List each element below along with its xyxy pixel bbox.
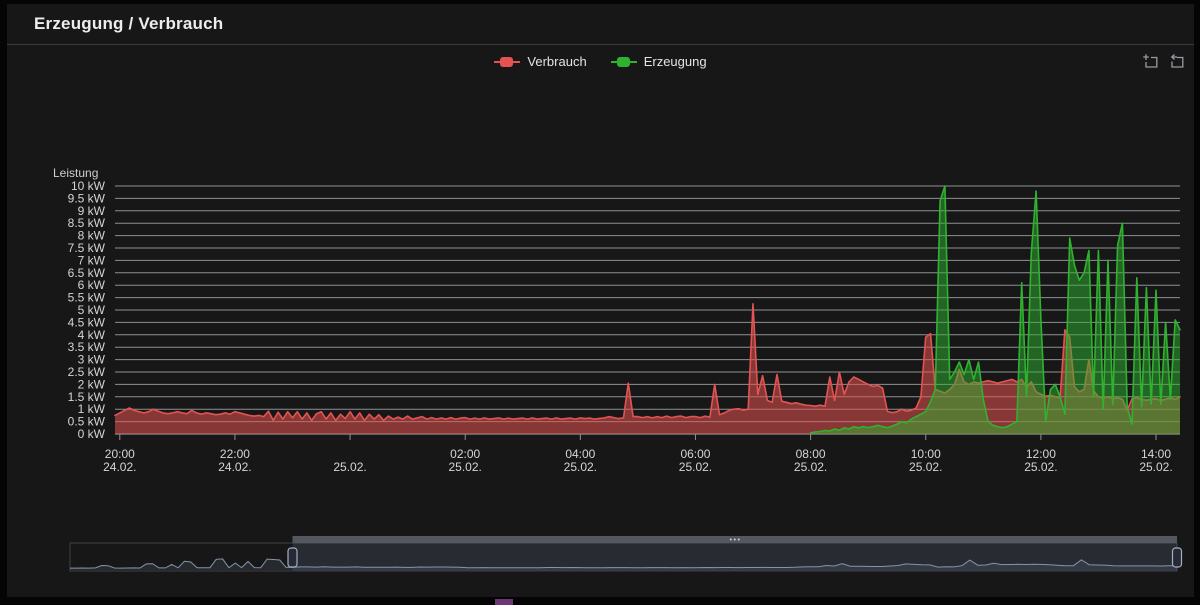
y-tick-label: 3.5 kW [68, 340, 106, 354]
x-tick-date: 25.02. [564, 460, 597, 474]
plot-area[interactable] [115, 186, 1180, 434]
x-tick-time: 10:00 [911, 447, 941, 461]
panel-title: Erzeugung / Verbrauch [34, 14, 224, 33]
y-tick-label: 7.5 kW [68, 241, 106, 255]
y-tick-label: 5 kW [78, 303, 106, 317]
y-tick-label: 7 kW [78, 253, 106, 267]
x-tick-time: 04:00 [565, 447, 595, 461]
navigator-handle-left[interactable] [287, 547, 298, 568]
y-tick-label: 1 kW [78, 402, 106, 416]
series-line-erzeugung [809, 185, 1181, 434]
y-tick-label: 4 kW [78, 328, 106, 342]
y-tick-label: 0 kW [78, 427, 106, 441]
legend-item-verbrauch[interactable]: Verbrauch [494, 54, 587, 69]
move-handle-dots-icon [733, 538, 736, 541]
y-tick-label: 5.5 kW [68, 291, 106, 305]
navigator-preview-line [70, 558, 1178, 569]
move-handle-dots-icon [737, 538, 740, 541]
y-tick-label: 2 kW [78, 377, 106, 391]
zoom-restore-icon [1168, 54, 1185, 73]
y-tick-label: 9 kW [78, 204, 106, 218]
x-tick-date: 25.02. [794, 460, 827, 474]
series-area-erzeugung [810, 186, 1180, 434]
x-tick-date: 25.02. [449, 460, 482, 474]
legend-label: Erzeugung [643, 54, 707, 69]
toolbox-zoom-restore-button[interactable] [1168, 53, 1185, 70]
y-tick-label: 4.5 kW [68, 315, 106, 329]
y-tick-label: 8.5 kW [68, 216, 106, 230]
legend: Verbrauch Erzeugung [7, 54, 1194, 69]
y-tick-label: 2.5 kW [68, 365, 106, 379]
x-tick-date: 25.02. [679, 460, 712, 474]
y-tick-label: 8 kW [78, 229, 106, 243]
x-tick-time: 14:00 [1141, 447, 1171, 461]
x-tick-time: 02:00 [450, 447, 480, 461]
legend-label: Verbrauch [527, 54, 587, 69]
x-tick-time: 20:00 [105, 447, 135, 461]
y-tick-label: 10 kW [71, 179, 106, 193]
x-tick-date: 25.02. [333, 460, 366, 474]
toolbox [1142, 53, 1185, 70]
y-tick-label: 0.5 kW [68, 415, 106, 429]
navigator-selection[interactable] [292, 543, 1178, 571]
move-handle-dots-icon [729, 538, 732, 541]
navigator [69, 536, 1183, 572]
toolbox-data-zoom-button[interactable] [1142, 53, 1159, 70]
y-tick-label: 9.5 kW [68, 191, 106, 205]
legend-marker-erzeugung [610, 56, 637, 67]
y-tick-label: 3 kW [78, 353, 106, 367]
x-tick-date: 25.02. [1024, 460, 1057, 474]
x-tick-time: 22:00 [220, 447, 250, 461]
data-zoom-select-icon [1142, 54, 1159, 73]
x-tick-date: 25.02. [909, 460, 942, 474]
x-tick-time: 12:00 [1026, 447, 1056, 461]
panel-erzeugung-verbrauch: Erzeugung / Verbrauch Verbrauch Erzeugung… [7, 4, 1194, 597]
x-tick-time: 06:00 [680, 447, 710, 461]
x-tick-date: 25.02. [1139, 460, 1172, 474]
y-tick-label: 6.5 kW [68, 266, 106, 280]
legend-marker-verbrauch [494, 56, 521, 67]
y-tick-label: 6 kW [78, 278, 106, 292]
x-tick-date: 24.02. [218, 460, 251, 474]
panel-header: Erzeugung / Verbrauch [7, 4, 1194, 45]
x-tick-time: 08:00 [796, 447, 826, 461]
bottom-panel-peek [495, 599, 513, 605]
y-axis-title: Leistung [53, 166, 99, 180]
legend-item-erzeugung[interactable]: Erzeugung [610, 54, 707, 69]
y-tick-label: 1.5 kW [68, 390, 106, 404]
x-tick-date: 24.02. [103, 460, 136, 474]
navigator-handle-right[interactable] [1171, 547, 1183, 568]
series-line-verbrauch [114, 302, 1181, 422]
